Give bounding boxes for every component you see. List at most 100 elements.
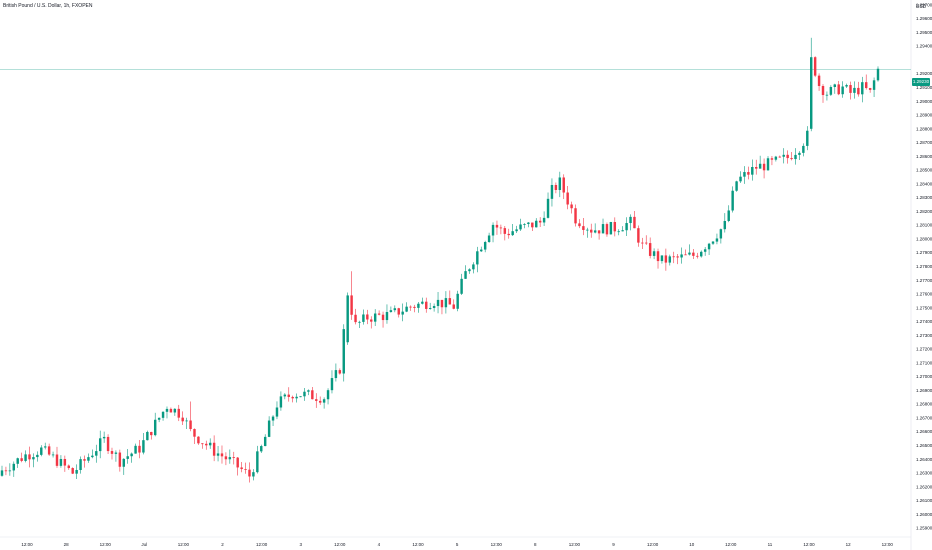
candle-body xyxy=(79,459,82,470)
candle-body xyxy=(527,222,530,225)
candle-body xyxy=(648,243,652,256)
candle-body xyxy=(354,314,357,323)
candle-body xyxy=(629,216,632,224)
y-tick-label: 1.27300 xyxy=(916,333,932,338)
currency-label[interactable]: USD xyxy=(915,4,927,10)
candle-body xyxy=(668,256,672,263)
candle-body xyxy=(173,408,177,413)
y-tick-label: 1.27700 xyxy=(916,278,932,283)
candle-body xyxy=(181,417,184,422)
candle-body xyxy=(535,220,538,228)
y-tick-label: 1.26500 xyxy=(916,443,932,448)
x-tick-label: 12:00 xyxy=(569,542,581,547)
candle-body xyxy=(456,293,459,309)
candle-body xyxy=(715,238,719,242)
candle-body xyxy=(436,299,440,307)
candle-body xyxy=(440,299,444,308)
chart-title: British Pound / U.S. Dollar, 1h, FXOPEN xyxy=(3,3,93,9)
candle-body xyxy=(91,455,94,458)
candle-body xyxy=(656,251,660,262)
candle-body xyxy=(334,370,338,379)
y-tick-label: 1.27900 xyxy=(916,250,932,255)
candle-body xyxy=(574,208,577,224)
candle-body xyxy=(24,454,27,461)
y-tick-label: 1.29500 xyxy=(916,30,932,35)
candle-body xyxy=(672,256,675,258)
candle-body xyxy=(778,156,782,158)
candle-body xyxy=(813,57,817,76)
candle-body xyxy=(817,75,821,87)
candle-body xyxy=(802,145,805,153)
candle-body xyxy=(664,255,668,263)
candle-body xyxy=(872,80,876,90)
candle-body xyxy=(240,467,243,470)
candle-body xyxy=(428,307,432,309)
candle-body xyxy=(472,264,475,270)
candle-body xyxy=(762,163,766,171)
candle-body xyxy=(468,269,471,272)
x-tick-label: 12:00 xyxy=(21,542,33,547)
candle-body xyxy=(287,394,290,397)
x-tick-label: 12:00 xyxy=(178,542,190,547)
x-tick-label: 28 xyxy=(64,542,70,547)
candle-body xyxy=(460,278,463,294)
candle-body xyxy=(393,308,397,311)
x-tick-label: 12:00 xyxy=(491,542,503,547)
candle-body xyxy=(425,301,428,309)
candle-body xyxy=(617,231,620,233)
candle-body xyxy=(476,251,479,265)
y-tick-label: 1.28500 xyxy=(916,168,932,173)
candle-body xyxy=(515,229,518,232)
candle-body xyxy=(208,442,212,446)
candle-body xyxy=(837,84,840,95)
candle-body xyxy=(554,184,558,190)
candle-body xyxy=(511,231,514,236)
candle-body xyxy=(330,378,334,391)
x-tick-label: 12 xyxy=(846,542,852,547)
candle-body xyxy=(59,458,63,466)
candle-body xyxy=(483,241,487,250)
candle-body xyxy=(122,458,125,467)
candle-body xyxy=(232,457,235,458)
candle-body xyxy=(20,458,23,461)
candle-body xyxy=(381,314,385,321)
candle-body xyxy=(216,453,220,456)
y-tick-label: 1.28600 xyxy=(916,154,932,159)
y-tick-label: 1.28900 xyxy=(916,113,932,118)
candle-body xyxy=(645,242,648,244)
y-tick-label: 1.27500 xyxy=(916,305,932,310)
candle-body xyxy=(582,226,585,230)
candle-body xyxy=(95,451,98,456)
candle-body xyxy=(495,224,499,228)
candle-body xyxy=(307,390,310,392)
candle-body xyxy=(542,217,546,223)
candle-body xyxy=(405,306,408,312)
x-tick-label: 5 xyxy=(456,542,459,547)
candle-body xyxy=(248,469,251,477)
y-tick-label: 1.27400 xyxy=(916,319,932,324)
y-tick-label: 1.29700 xyxy=(916,2,932,7)
candle-body xyxy=(193,429,196,437)
candle-body xyxy=(106,436,110,452)
candle-body xyxy=(311,390,314,400)
candle-body xyxy=(432,306,436,308)
candle-body xyxy=(118,452,122,467)
candle-body xyxy=(755,166,758,169)
candle-body xyxy=(550,184,554,199)
candle-body xyxy=(146,431,149,441)
candle-body xyxy=(110,451,114,454)
candle-body xyxy=(346,295,349,343)
y-tick-label: 1.28300 xyxy=(916,195,932,200)
candle-body xyxy=(857,87,860,95)
candle-body xyxy=(373,313,377,322)
candle-body xyxy=(786,154,789,159)
candle-body xyxy=(177,408,180,418)
candle-body xyxy=(861,82,864,95)
candle-body xyxy=(370,319,373,322)
y-tick-label: 1.26300 xyxy=(916,471,932,476)
y-tick-label: 1.28800 xyxy=(916,126,932,131)
candle-body xyxy=(260,446,263,452)
candle-body xyxy=(868,88,872,90)
